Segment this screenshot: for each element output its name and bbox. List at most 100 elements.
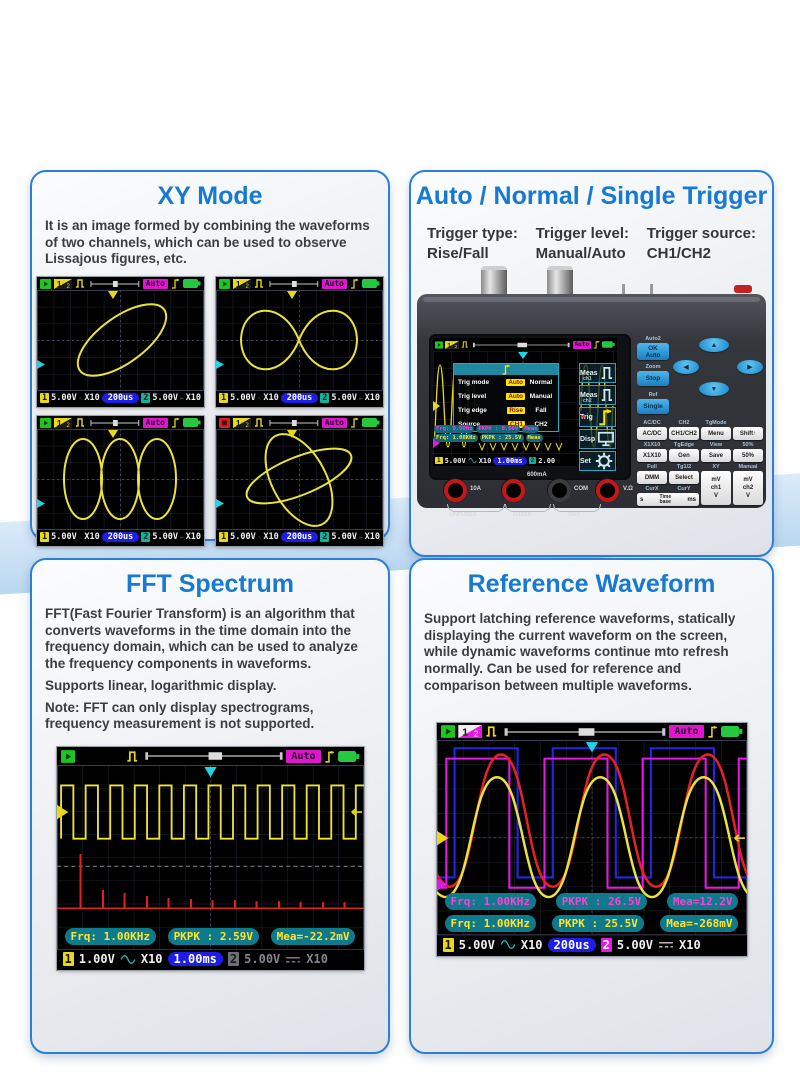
ch1-sine-wave — [436, 776, 747, 899]
hpos-slider-icon — [90, 280, 140, 287]
battery-icon — [602, 341, 615, 348]
display-icon — [598, 431, 615, 447]
jack-label: 600mA — [527, 472, 547, 478]
key-label: CH2 — [678, 420, 690, 426]
ac-coupling-icon — [257, 536, 262, 539]
ch2-volts: 5.00V — [331, 532, 358, 543]
spec-trigger-level: Trigger level: Manual/Auto — [535, 225, 630, 262]
pkpk-readout: PKPK : 25.5V — [479, 434, 524, 442]
svg-text:2: 2 — [246, 423, 250, 428]
arrow-right-key: ▶ — [737, 360, 763, 374]
key-50pct: 50% — [733, 449, 763, 462]
trigger-edge-icon — [351, 417, 359, 428]
freq-readout: Frq: 1.00KHz — [434, 434, 478, 442]
scope-footer: 1 5.00V X10 200us 2 5.00V X10 — [37, 391, 204, 407]
key-label: TgEdge — [673, 442, 695, 448]
freq-readout: Frq: 1.00KHz — [64, 928, 156, 946]
lissajous-ellipse — [76, 303, 168, 377]
ac-coupling-icon — [120, 954, 136, 964]
svg-text:2: 2 — [473, 730, 477, 738]
fft-spectrum-spikes — [79, 853, 346, 909]
pkpk-readout: PKPK : 0.00V — [476, 425, 521, 433]
hpos-slider-icon — [90, 419, 140, 426]
trigger-menu-overlay: Trig mode Auto Normal Trig level Auto Manual… — [453, 363, 559, 432]
ch2-level-marker-icon — [216, 360, 224, 370]
dc-coupling-icon — [359, 536, 363, 538]
scope-footer: 1 1.00V X10 1.00ms 2 5.00V X10 — [57, 950, 364, 970]
pulse-icon — [601, 388, 612, 402]
battery-icon — [183, 418, 201, 428]
play-icon — [440, 725, 455, 738]
fft-p3: Note: FFT can only display spectrograms,… — [45, 699, 315, 732]
pulse-icon — [485, 726, 496, 737]
svg-text:1: 1 — [236, 419, 241, 428]
ch2-volts: 5.00V — [331, 393, 358, 404]
scope-plot: Frq: 1.00KHz PKPK : 26.5V Mea=12.2V Frq:… — [436, 740, 747, 936]
trigger-edge-icon — [502, 364, 511, 375]
trigger-mode-badge: Auto — [286, 749, 321, 763]
jack-label: V.Ω — [623, 486, 633, 492]
key-dmm: DMM — [637, 471, 667, 484]
scope-footer: 1 5.00V X10 200us 2 5.00V X10 — [216, 391, 383, 407]
pulse-icon — [461, 341, 468, 348]
ch1-badge: 1 — [40, 393, 50, 404]
jack-label: FUSED — [513, 512, 532, 518]
fft-measurements: Frq: 1.00KHz PKPK : 2.59V Mea=-22.2mV — [64, 928, 356, 946]
pulse-icon — [76, 279, 84, 288]
key-label: Manual — [738, 464, 758, 470]
ch2-probe: X10 — [185, 393, 201, 404]
jack-arc — [505, 504, 551, 512]
key-label: XY — [712, 464, 720, 470]
ch2-volts: 2.00 — [538, 456, 556, 465]
scope-plot — [216, 290, 383, 392]
card-xy-mode: XY Mode It is an image formed by combini… — [30, 170, 390, 547]
gear-icon — [595, 452, 613, 470]
ch1-volts: 5.00V — [458, 937, 495, 952]
ch1-badge: 1 — [442, 937, 454, 952]
active-dot — [582, 415, 585, 418]
trigger-mode-badge: Auto — [669, 725, 704, 739]
card-trigger: Auto / Normal / Single Trigger Trigger t… — [409, 170, 774, 557]
svg-text:2: 2 — [67, 284, 71, 289]
ch1-volts: 5.00V — [230, 393, 256, 404]
battery-icon — [362, 418, 380, 428]
menu-item-meas-ch1: Meas ch1 — [579, 363, 616, 383]
selected-option: CH1 — [507, 420, 525, 428]
jack-600ma — [501, 478, 525, 502]
key-ok-auto: OK Auto — [637, 343, 669, 360]
svg-text:1: 1 — [447, 342, 451, 349]
dc-coupling-icon — [286, 956, 301, 963]
ch1-volts: 5.00V — [230, 532, 256, 543]
play-icon — [60, 749, 75, 763]
meas-row-ch1: Frq: 1.00KHz PKPK : 25.5V Meas — [434, 434, 577, 442]
key-label: TgMode — [705, 420, 727, 426]
key-select: Select — [669, 471, 699, 484]
trigger-pos-marker-icon — [585, 742, 598, 753]
key-label: Full — [647, 464, 657, 470]
trig-source-row: Source CH1 CH2 — [458, 420, 548, 428]
dc-coupling-icon — [359, 397, 363, 399]
ch1-badge: 1 — [435, 457, 443, 464]
ac-coupling-icon — [467, 457, 477, 464]
key-label: 50% — [742, 442, 754, 448]
pulse-icon — [126, 750, 137, 762]
ch2-volts: 5.00V — [152, 532, 179, 543]
ref-scope: 1 2 Auto — [436, 722, 747, 956]
ac-coupling-icon — [78, 536, 83, 539]
spec-trigger-source: Trigger source: CH1/CH2 — [646, 225, 756, 262]
ch2-badge: 2 — [600, 937, 612, 952]
jack-label: 10A — [470, 486, 482, 492]
ch2-level-marker-icon — [216, 499, 224, 509]
trigger-title: Auto / Normal / Single Trigger — [415, 182, 768, 210]
ch2-probe: X10 — [185, 532, 201, 543]
device-footer: 1 5.00V X10 1.00ms 2 2.00 — [433, 455, 617, 466]
